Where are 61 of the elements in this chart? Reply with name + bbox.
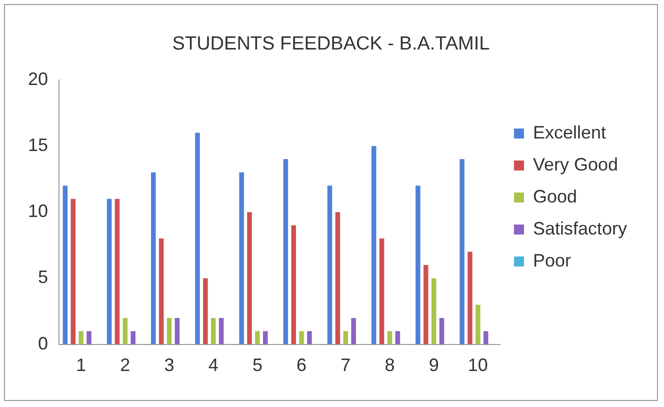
bar — [327, 186, 332, 344]
bar — [218, 318, 224, 344]
x-tick-label: 2 — [120, 355, 130, 376]
y-tick-label: 0 — [38, 333, 48, 354]
x-tick-label: 8 — [384, 355, 395, 376]
bar — [460, 159, 464, 344]
bar — [395, 331, 400, 344]
bar — [263, 331, 268, 344]
bar — [239, 172, 244, 344]
bar — [387, 331, 392, 344]
bar — [476, 304, 480, 344]
x-tick-label: 7 — [340, 355, 351, 376]
bar — [174, 318, 180, 344]
bar — [379, 238, 384, 344]
bar — [62, 186, 68, 344]
x-tick-label: 1 — [76, 355, 86, 376]
x-tick-label: 9 — [428, 355, 439, 376]
bar — [130, 331, 136, 344]
bar — [166, 318, 172, 344]
legend-label: Satisfactory — [532, 218, 628, 238]
bar — [371, 146, 376, 344]
bar — [416, 186, 420, 344]
bar — [351, 318, 356, 344]
bar — [210, 318, 216, 344]
bar — [335, 212, 340, 344]
bar — [158, 238, 164, 344]
bar — [291, 225, 296, 344]
chart-title: STUDENTS FEEDBACK - B.A.TAMIL — [172, 34, 490, 55]
bar — [195, 132, 200, 344]
x-tick-label: 5 — [252, 355, 262, 376]
bar — [203, 278, 208, 344]
y-tick-label: 15 — [28, 134, 48, 155]
bar — [283, 159, 288, 344]
x-tick-label: 6 — [296, 355, 307, 376]
bar — [431, 278, 436, 344]
bar — [255, 331, 260, 344]
y-tick-label: 20 — [28, 68, 48, 89]
bar — [247, 212, 252, 344]
bar — [106, 198, 112, 344]
bar — [78, 331, 84, 344]
y-tick-label: 10 — [28, 201, 48, 222]
legend-label: Good — [532, 186, 578, 206]
legend-label: Excellent — [532, 122, 606, 142]
bar — [86, 331, 92, 344]
bar — [114, 198, 120, 344]
bar — [468, 252, 472, 344]
legend-label: Very Good — [532, 154, 618, 174]
x-tick-label: 3 — [164, 355, 174, 376]
x-tick-label: 4 — [208, 355, 218, 376]
x-tick-label: 10 — [468, 355, 488, 376]
bar — [307, 331, 312, 344]
bar — [343, 331, 348, 344]
bar — [483, 331, 488, 344]
bar — [424, 265, 428, 344]
y-tick-label: 5 — [38, 267, 48, 288]
bar — [299, 331, 304, 344]
bar — [70, 198, 76, 344]
bar — [122, 318, 128, 344]
bar — [439, 318, 444, 344]
bar — [151, 172, 156, 344]
legend-label: Poor — [532, 250, 571, 270]
